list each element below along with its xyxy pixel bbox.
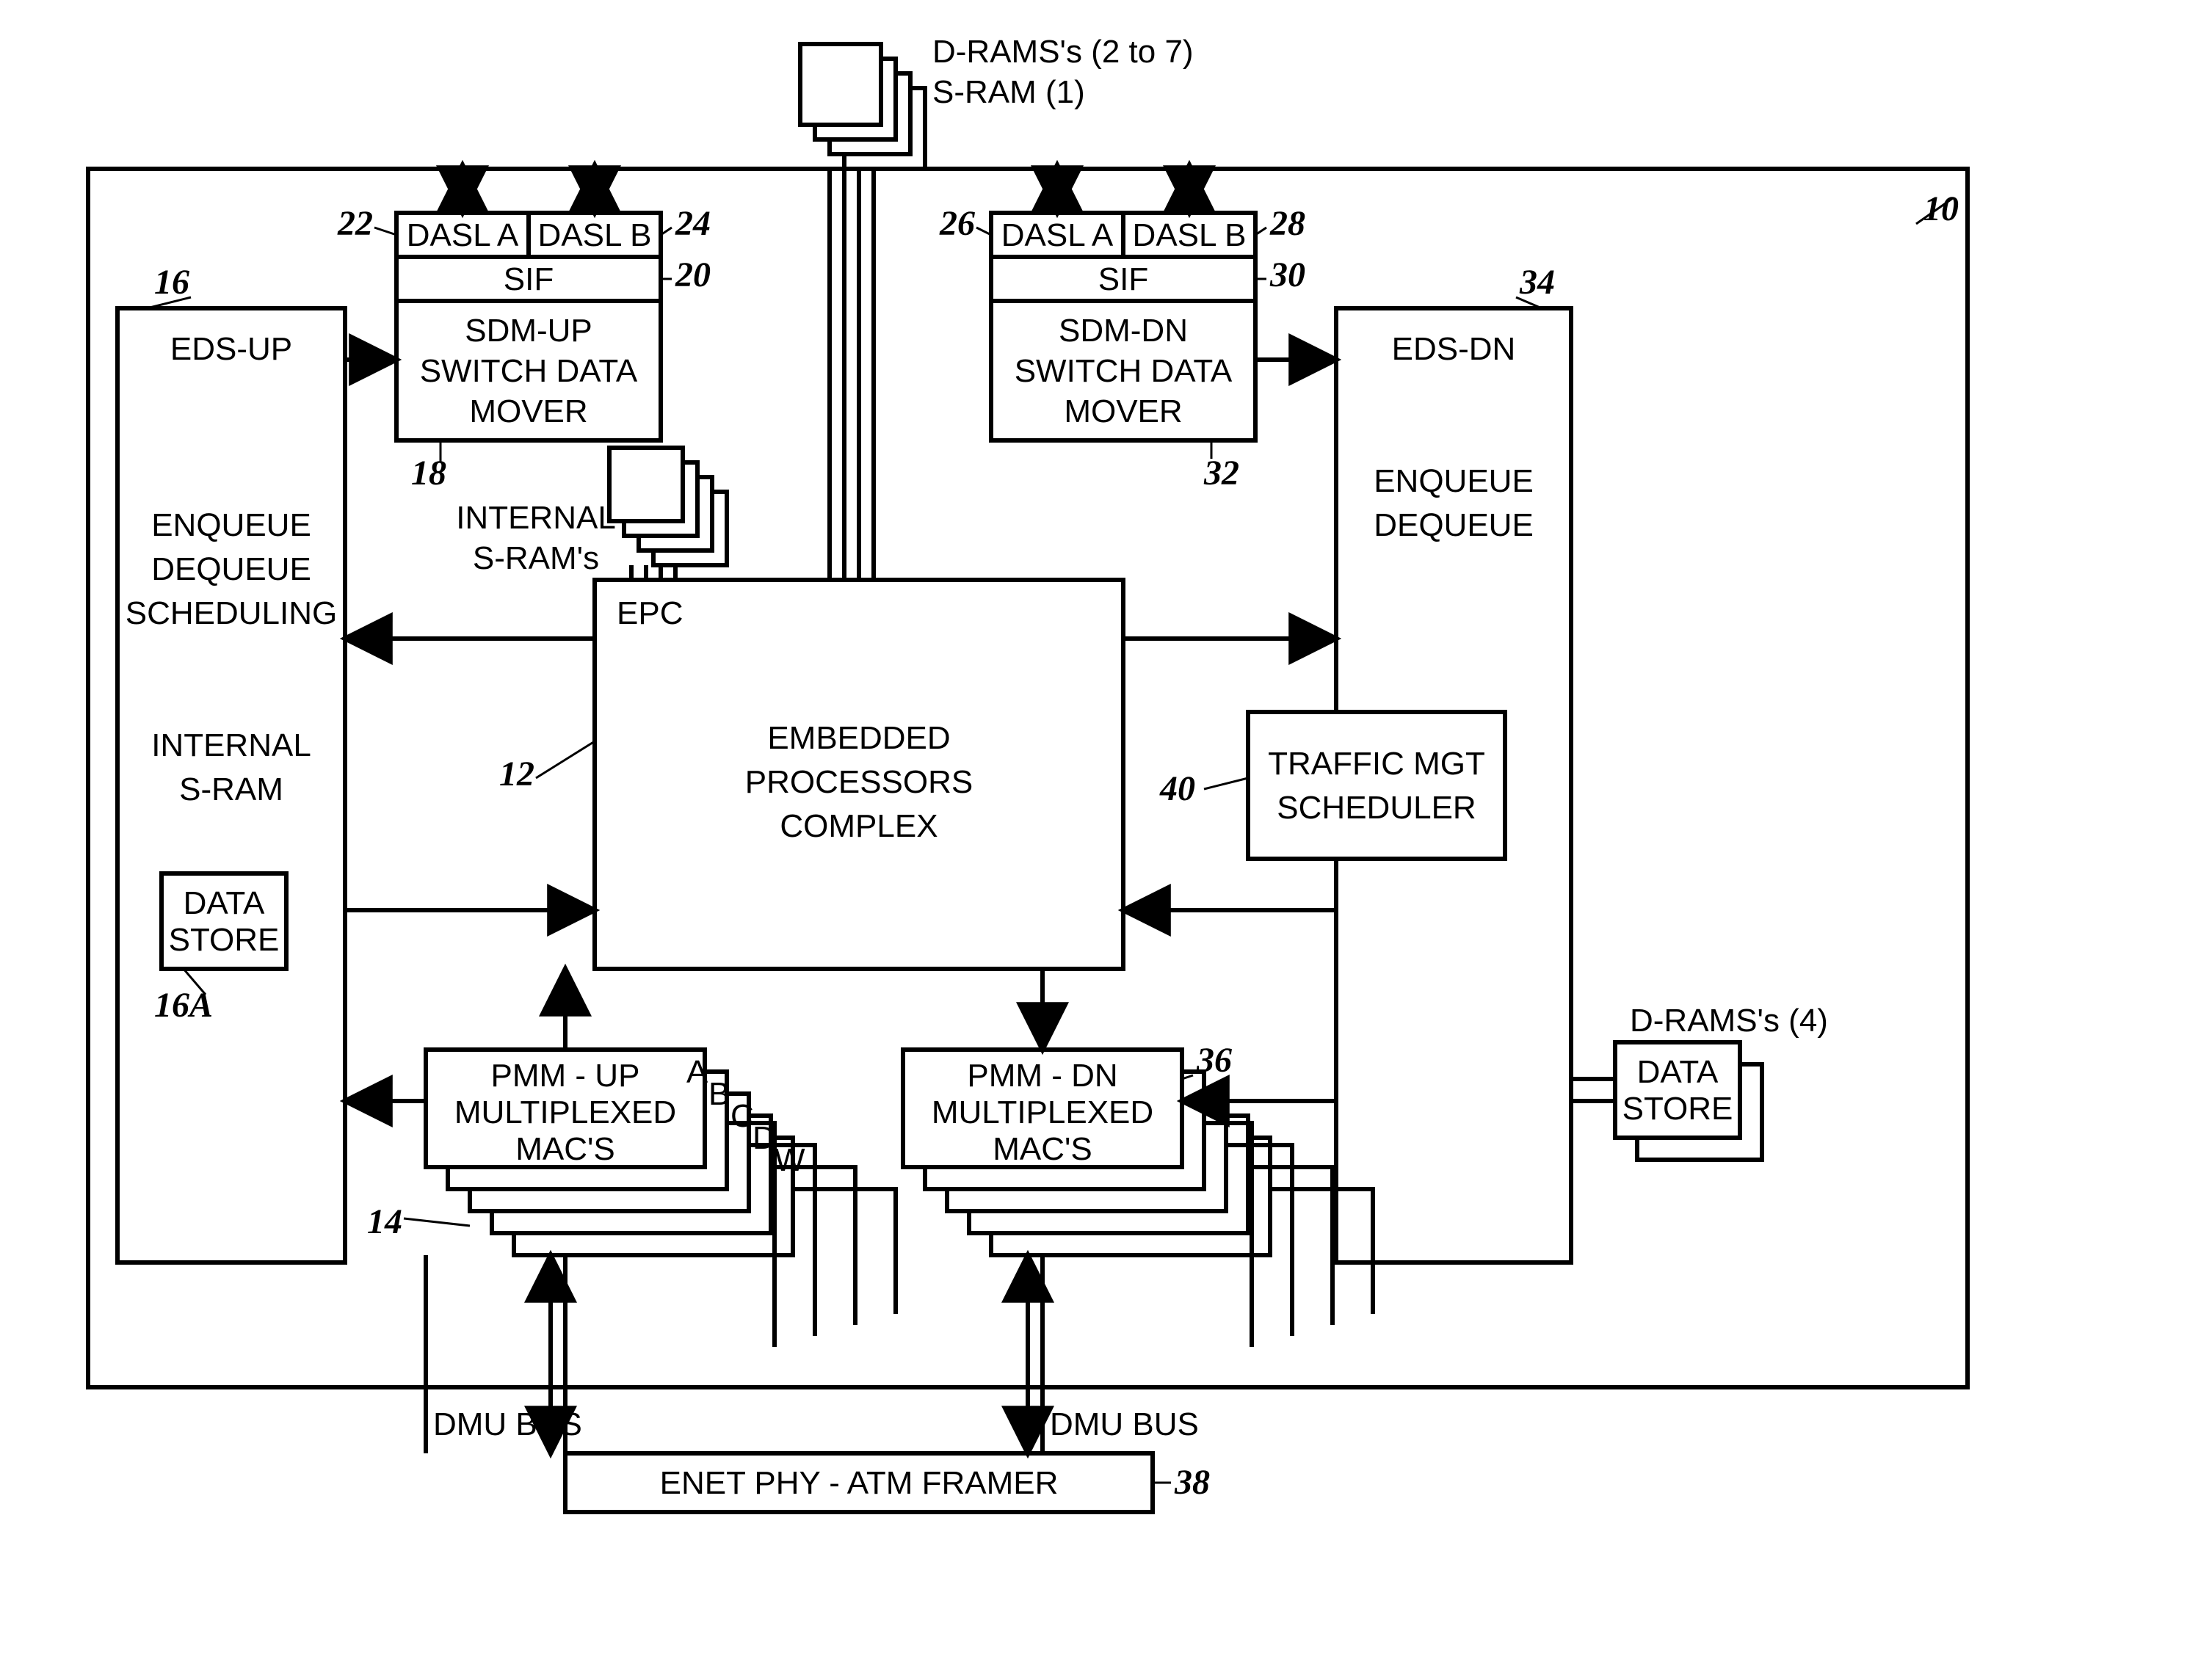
: INTERNAL	[456, 500, 616, 536]
: S-RAM	[179, 771, 283, 807]
: MOVER	[469, 393, 587, 429]
sram-label: S-RAM (1)	[932, 74, 1085, 110]
: A	[686, 1054, 708, 1090]
: MULTIPLEXED	[454, 1094, 676, 1130]
ref-16: 16	[154, 263, 189, 302]
: PMM - DN	[967, 1058, 1117, 1094]
ref-12: 12	[499, 755, 534, 793]
: ENQUEUE	[151, 507, 311, 543]
: PROCESSORS	[745, 764, 973, 800]
diagram-canvas: 10 D-RAMS's (2 to 7) S-RAM (1) 16 EDS-UP ENQU…	[0, 0, 2212, 1675]
: C	[730, 1098, 754, 1134]
: EDS-DN	[1392, 331, 1516, 367]
int-sram-0	[609, 448, 683, 521]
: DATA	[1637, 1054, 1719, 1090]
ref-32: 32	[1203, 454, 1239, 493]
ref-24: 24	[675, 204, 711, 243]
: SDM-UP	[465, 313, 592, 349]
ref-38: 38	[1174, 1463, 1210, 1502]
: SWITCH DATA	[1015, 353, 1233, 389]
top-ram-0	[800, 44, 881, 125]
ref-40: 40	[1159, 769, 1195, 808]
: SIF	[1098, 261, 1148, 297]
: INTERNAL	[151, 727, 311, 763]
: ENET PHY - ATM FRAMER	[660, 1465, 1059, 1501]
traffic-mgt-scheduler	[1248, 712, 1505, 859]
ref-26: 26	[939, 204, 975, 243]
: MOVER	[1064, 393, 1182, 429]
: DMU BUS	[433, 1406, 582, 1442]
: B	[708, 1076, 730, 1112]
: DASL B	[1133, 217, 1247, 253]
: PMM - UP	[491, 1058, 640, 1094]
: DASL A	[1001, 217, 1114, 253]
ref-36: 36	[1196, 1041, 1232, 1080]
: SWITCH DATA	[420, 353, 638, 389]
: MAC'S	[515, 1131, 615, 1167]
: S-RAM's	[473, 540, 599, 576]
ref-34: 34	[1519, 263, 1555, 302]
: EMBEDDED	[767, 720, 950, 756]
: ENQUEUE	[1374, 463, 1534, 499]
: DASL B	[538, 217, 652, 253]
: SIF	[504, 261, 554, 297]
: STORE	[1622, 1091, 1733, 1127]
: MULTIPLEXED	[932, 1094, 1153, 1130]
ref-22: 22	[337, 204, 373, 243]
: SDM-DN	[1059, 313, 1188, 349]
: COMPLEX	[780, 808, 938, 844]
: SCHEDULER	[1277, 790, 1476, 826]
: DEQUEUE	[1374, 507, 1534, 543]
drams-label: D-RAMS's (2 to 7)	[932, 34, 1194, 70]
: DEQUEUE	[151, 551, 311, 587]
epc-title: EPC	[617, 595, 683, 631]
: TRAFFIC MGT	[1268, 746, 1485, 782]
ref-20: 20	[675, 255, 711, 294]
: EDS-UP	[170, 331, 292, 367]
: STORE	[169, 922, 280, 958]
ref-14: 14	[367, 1202, 402, 1241]
: DATA	[184, 885, 265, 921]
: W	[775, 1142, 805, 1178]
: DASL A	[407, 217, 519, 253]
ref-28: 28	[1269, 204, 1305, 243]
: MAC'S	[993, 1131, 1092, 1167]
ref-10: 10	[1923, 189, 1959, 228]
drams4-label: D-RAMS's (4)	[1630, 1003, 1828, 1039]
: DMU BUS	[1050, 1406, 1199, 1442]
: SCHEDULING	[126, 595, 338, 631]
ref-30: 30	[1269, 255, 1305, 294]
